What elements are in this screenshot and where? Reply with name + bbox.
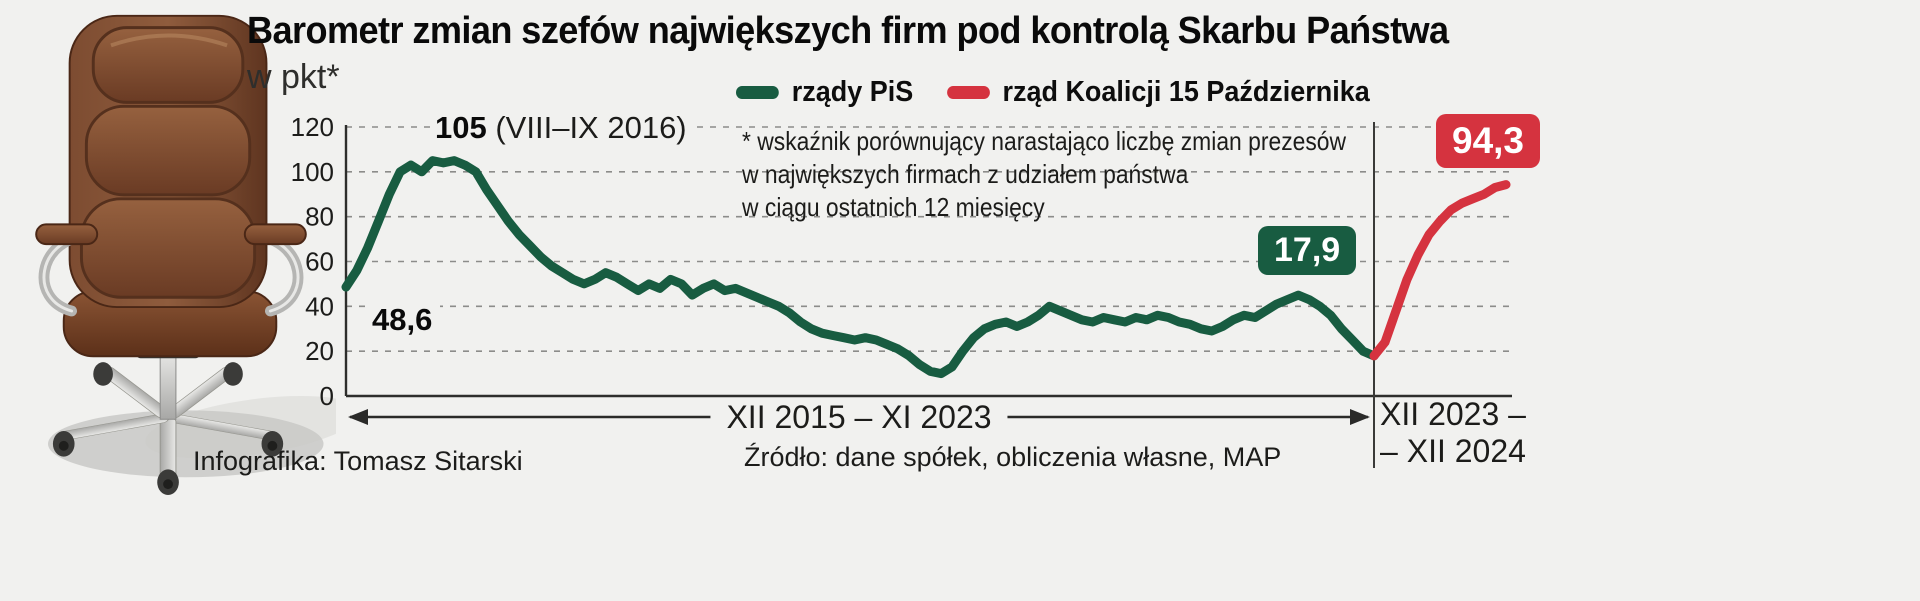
legend-item-coalition: rząd Koalicji 15 Października (946, 76, 1370, 109)
peak-period: (VIII–IX 2016) (495, 110, 687, 145)
x-range-right-line-2: – XII 2024 (1380, 433, 1526, 469)
units-label: w pkt* (247, 58, 340, 96)
source-label: Źródło: dane spółek, obliczenia własne, … (744, 442, 1282, 472)
chart-legend: rządy PiS rząd Koalicji 15 Października (736, 76, 1370, 109)
pis-end-value-badge: 17,9 (1258, 226, 1357, 275)
series-line-pis (341, 156, 1379, 379)
footnote-line-1: * wskaźnik porównujący narastająco liczb… (742, 126, 1347, 156)
credit-label: Infografika: Tomasz Sitarski (193, 446, 523, 476)
y-tick-label: 20 (305, 336, 334, 366)
office-chair-illustration (6, 4, 360, 496)
series-line-coalition (1369, 180, 1511, 361)
footnote-line-3: w ciągu ostatnich 12 miesięcy (742, 192, 1045, 222)
y-tick-label: 0 (320, 381, 334, 411)
legend-item-pis: rządy PiS (736, 76, 913, 109)
y-tick-label: 100 (291, 157, 334, 187)
office-chair-image (35, 14, 360, 496)
legend-label-coalition: rząd Koalicji 15 Października (1002, 76, 1370, 108)
x-range-right-line-1: XII 2023 – (1380, 396, 1526, 432)
x-range-label-pis: XII 2015 – XI 2023 (710, 399, 1008, 436)
x-range-label-coalition: XII 2023 – – XII 2024 (1378, 396, 1528, 470)
coalition-end-value-badge: 94,3 (1436, 114, 1541, 168)
y-tick-label: 120 (291, 112, 334, 142)
peak-value: 105 (435, 110, 487, 145)
y-tick-label: 60 (305, 247, 334, 277)
footnote: * wskaźnik porównujący narastająco liczb… (742, 125, 1346, 224)
page-title: Barometr zmian szefów największych firm … (247, 10, 1449, 52)
peak-callout: 105 (VIII–IX 2016) (435, 108, 697, 148)
y-tick-label: 80 (305, 202, 334, 232)
legend-label-pis: rządy PiS (791, 76, 914, 108)
legend-marker-green (736, 86, 779, 99)
y-tick-label: 40 (305, 291, 334, 321)
legend-marker-red (946, 86, 990, 99)
footnote-line-2: w największych firmach z udziałem państw… (742, 159, 1189, 189)
start-value-label: 48,6 (370, 300, 441, 340)
